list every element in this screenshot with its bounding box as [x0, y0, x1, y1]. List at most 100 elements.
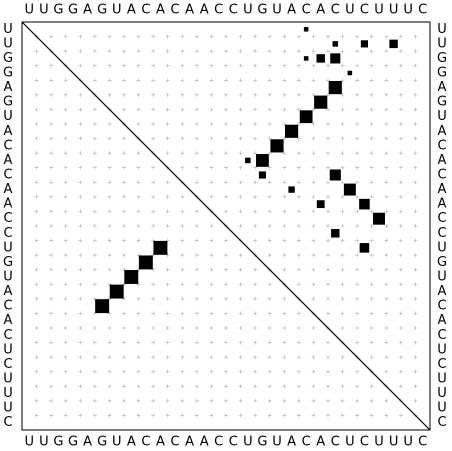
left-seq-char-9: C — [3, 138, 12, 153]
bottom-seq-char-19: A — [287, 435, 296, 450]
left-seq-char-20: C — [3, 299, 12, 314]
right-seq-char-4: G — [437, 66, 447, 81]
right-seq-char-27: U — [437, 401, 447, 416]
right-seq-char-11: C — [437, 168, 446, 183]
lower-pair-4 — [109, 284, 124, 299]
right-seq-char-25: U — [437, 372, 447, 387]
grid-marks — [34, 34, 418, 418]
bottom-seq-char-26: U — [389, 435, 399, 450]
right-seq-char-18: U — [437, 270, 447, 285]
top-seq-char-17: G — [257, 3, 267, 18]
top-seq-char-26: U — [389, 3, 399, 18]
upper-pair-3-22 — [330, 53, 341, 64]
upper-pair-2-24 — [360, 40, 368, 48]
bottom-seq-char-14: C — [214, 435, 223, 450]
top-seq-char-16: U — [243, 3, 253, 18]
upper-pair-12-23 — [343, 183, 356, 196]
right-seq-char-5: A — [438, 80, 447, 95]
bottom-seq-char-24: C — [360, 435, 369, 450]
top-seq-char-5: A — [83, 3, 92, 18]
upper-pair-16-24 — [359, 243, 370, 253]
left-seq-char-18: U — [3, 270, 13, 285]
top-seq-char-19: A — [287, 3, 296, 18]
upper-pair-11-22 — [329, 169, 341, 181]
top-seq-char-1: U — [25, 3, 35, 18]
left-seq-char-28: C — [3, 415, 12, 430]
bottom-seq-char-7: U — [112, 435, 122, 450]
top-seq-char-7: U — [112, 3, 122, 18]
left-seq-char-19: A — [4, 284, 13, 299]
left-seq-char-11: C — [3, 168, 12, 183]
left-seq-char-8: A — [4, 124, 13, 139]
left-seq-char-1: U — [3, 22, 13, 37]
bottom-seq-char-23: U — [345, 435, 355, 450]
top-seq-char-12: A — [185, 3, 194, 18]
right-seq-char-2: U — [437, 36, 447, 51]
left-seq-char-17: G — [3, 255, 13, 270]
bottom-seq-char-17: G — [257, 435, 267, 450]
bottom-seq-char-15: C — [229, 435, 238, 450]
top-seq-char-8: A — [127, 3, 136, 18]
right-seq-char-9: C — [437, 138, 446, 153]
top-seq-char-25: U — [374, 3, 384, 18]
bottom-seq-char-9: C — [141, 435, 150, 450]
top-seq-char-10: A — [156, 3, 165, 18]
top-seq-char-4: G — [68, 3, 78, 18]
left-seq-char-6: G — [3, 95, 13, 110]
top-seq-char-20: C — [302, 3, 311, 18]
bottom-seq-char-6: G — [97, 435, 107, 450]
bottom-seq-char-20: C — [302, 435, 311, 450]
upper-pair-13-21 — [316, 200, 325, 209]
right-seq-char-28: C — [437, 415, 446, 430]
upper-pair-4-23 — [347, 70, 353, 76]
left-seq-char-2: U — [3, 36, 13, 51]
top-seq-char-18: U — [272, 3, 282, 18]
bottom-seq-char-12: A — [185, 435, 194, 450]
top-seq-char-27: U — [403, 3, 413, 18]
left-seq-char-23: U — [3, 342, 13, 357]
left-seq-char-4: G — [3, 66, 13, 81]
left-seq-char-15: C — [3, 226, 12, 241]
lower-pair-5 — [95, 299, 110, 314]
top-seq-char-13: A — [200, 3, 209, 18]
left-seq-char-16: U — [3, 240, 13, 255]
right-seq-char-13: A — [438, 197, 447, 212]
upper-pair-11-17 — [258, 171, 266, 179]
top-seq-char-21: A — [316, 3, 325, 18]
top-seq-char-28: C — [418, 3, 427, 18]
bottom-seq-char-1: U — [25, 435, 35, 450]
bottom-seq-char-27: U — [403, 435, 413, 450]
left-seq-char-10: A — [4, 153, 13, 168]
upper-pair-3-20 — [303, 56, 309, 61]
right-seq-char-26: U — [437, 386, 447, 401]
right-seq-char-7: U — [437, 109, 447, 124]
right-seq-char-24: C — [437, 357, 446, 372]
upper-pair-3-21 — [316, 54, 325, 63]
bottom-seq-char-21: A — [316, 435, 325, 450]
bottom-seq-char-18: U — [272, 435, 282, 450]
left-seq-char-22: C — [3, 328, 12, 343]
top-seq-char-6: G — [97, 3, 107, 18]
top-seq-char-3: G — [53, 3, 63, 18]
top-seq-char-9: C — [141, 3, 150, 18]
bottom-seq-char-22: C — [331, 435, 340, 450]
right-seq-char-16: U — [437, 240, 447, 255]
right-seq-char-22: C — [437, 328, 446, 343]
lower-pair-2 — [138, 255, 153, 270]
right-seq-char-6: G — [437, 95, 447, 110]
upper-pair-14-25 — [373, 212, 385, 225]
right-seq-char-15: C — [437, 226, 446, 241]
lower-pair-3 — [124, 270, 139, 284]
lower-triangle-pairs — [95, 240, 168, 314]
lower-pair-1 — [153, 240, 168, 255]
upper-pair-5-22 — [328, 80, 342, 95]
bottom-seq-char-16: U — [243, 435, 253, 450]
bottom-seq-char-11: C — [170, 435, 179, 450]
right-seq-char-10: A — [438, 153, 447, 168]
bottom-seq-char-10: A — [156, 435, 165, 450]
left-seq-char-25: U — [3, 372, 13, 387]
upper-pair-12-19 — [288, 186, 295, 193]
